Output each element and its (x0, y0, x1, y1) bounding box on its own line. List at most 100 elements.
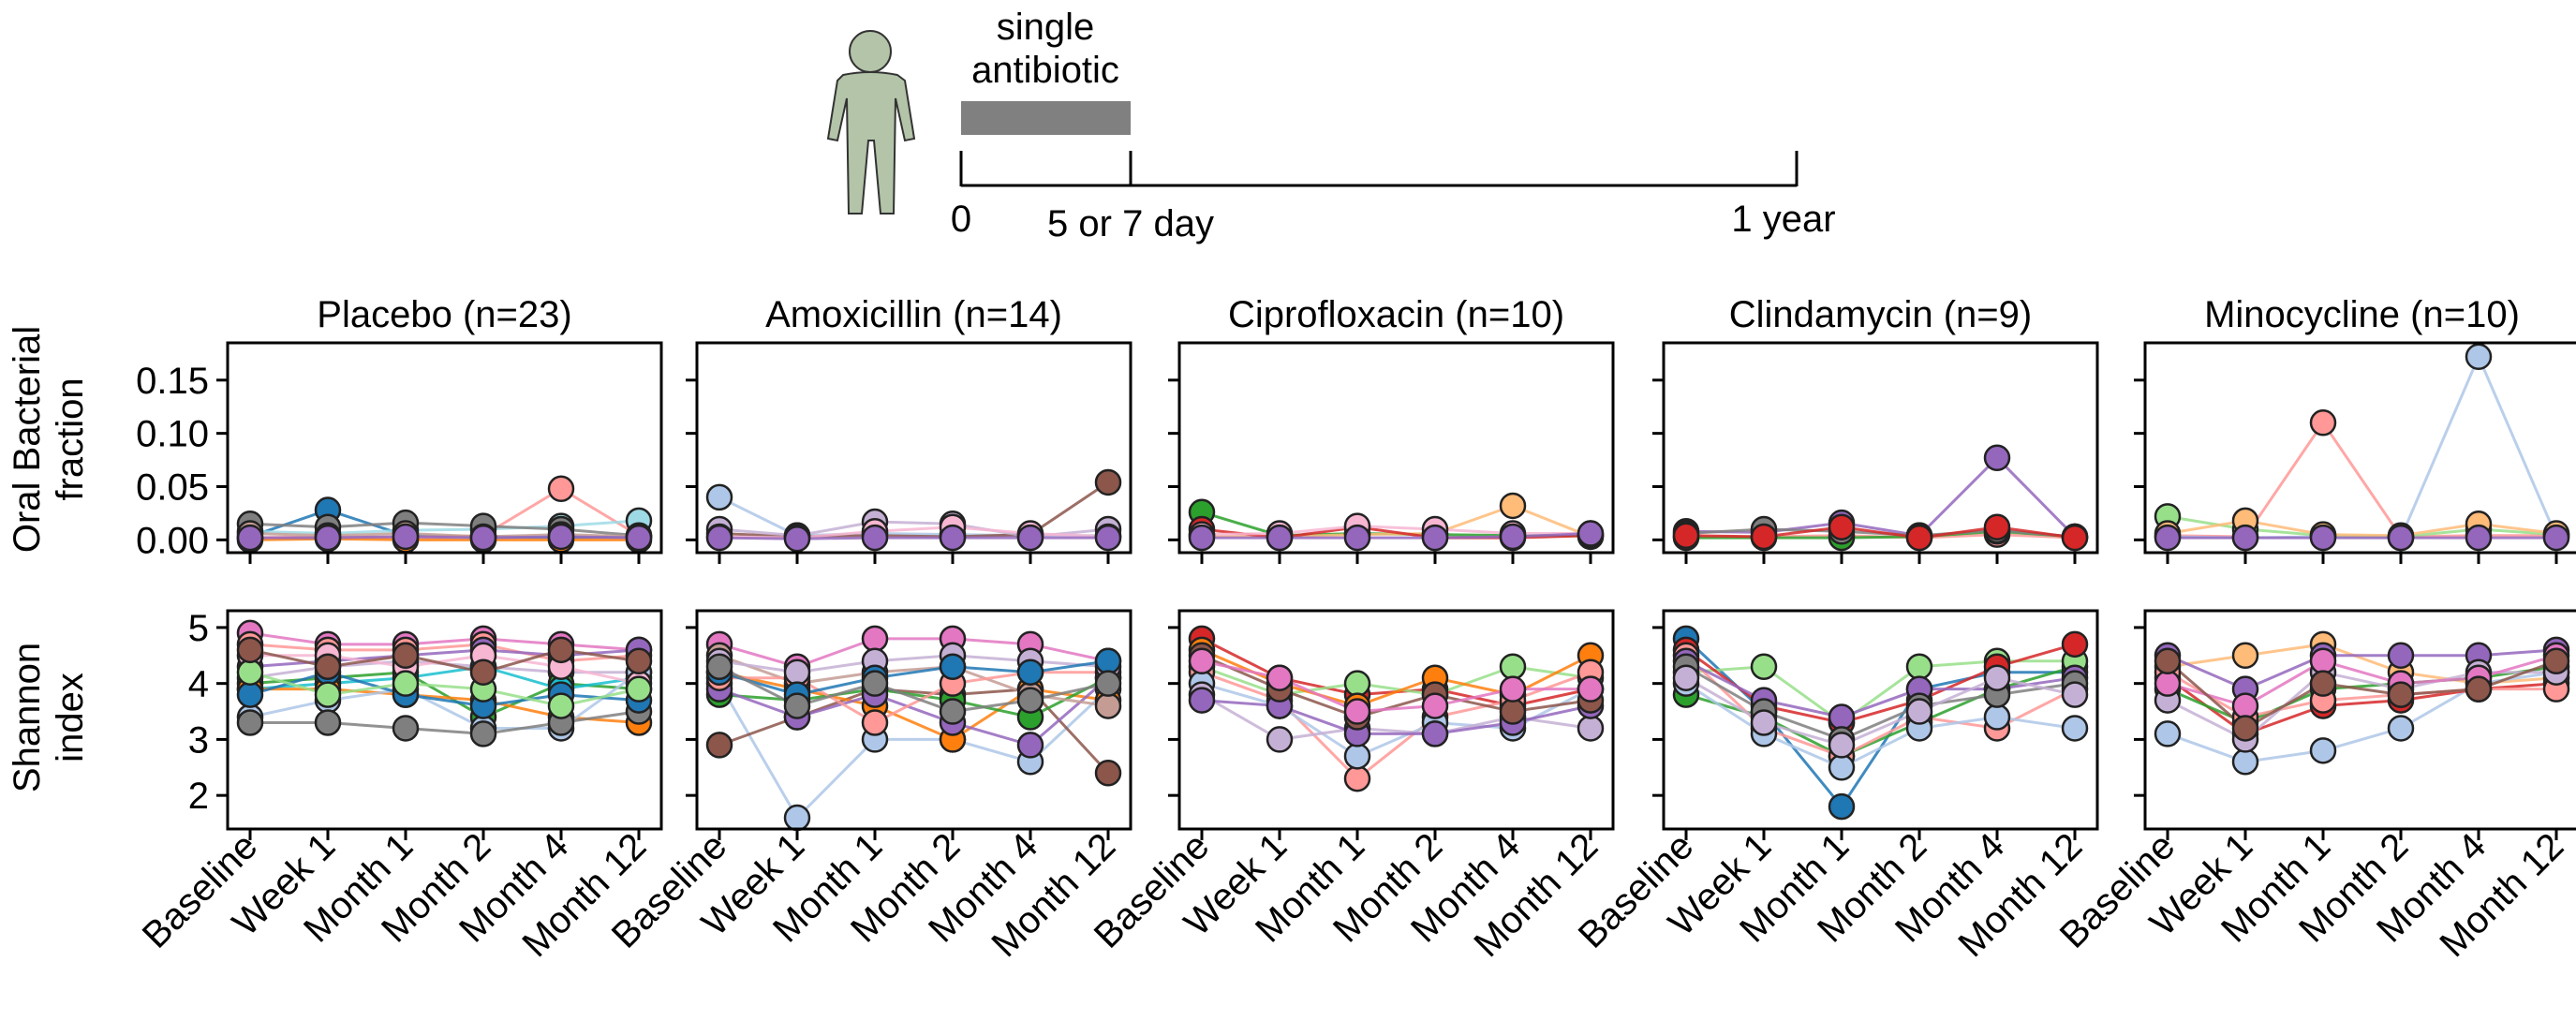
data-point (2154, 720, 2182, 747)
data-point (1577, 520, 1605, 547)
data-point (1188, 647, 1216, 675)
y-tick-label: 5 (188, 608, 209, 649)
data-point (1828, 754, 1856, 781)
data-point (1499, 698, 1527, 725)
data-point (1266, 664, 1294, 691)
data-point (1343, 698, 1371, 725)
data-point (469, 720, 497, 747)
data-point (1094, 760, 1122, 787)
data-point (783, 692, 811, 719)
data-point (2542, 524, 2570, 552)
series-line (2167, 643, 2557, 686)
data-point (2387, 715, 2415, 742)
series-line (1201, 648, 1591, 708)
data-point (2465, 524, 2493, 552)
data-point (1499, 492, 1527, 520)
data-point (1266, 524, 1294, 552)
oral-fraction-plot (1168, 341, 1615, 564)
plot-frame (695, 341, 1133, 555)
data-point (861, 625, 889, 653)
bar-label-line1: single (997, 7, 1095, 48)
series-line (2167, 420, 2556, 539)
plot-frame (226, 341, 663, 555)
data-point (1094, 692, 1122, 719)
y-tick-label: 4 (188, 664, 209, 705)
plot-frame (1177, 609, 1615, 831)
data-point (2231, 524, 2259, 552)
data-point (1094, 468, 1122, 496)
ylabel-shannon-line1: Shannon (7, 643, 48, 792)
data-point (1750, 523, 1778, 551)
data-point (1577, 675, 1605, 703)
data-point (2309, 524, 2337, 552)
data-point (783, 804, 811, 832)
data-point (1188, 687, 1216, 714)
y-tick-label: 0.10 (136, 414, 209, 455)
data-point (2061, 715, 2089, 742)
data-point (236, 709, 264, 736)
data-point (314, 709, 342, 736)
data-point (1828, 703, 1856, 731)
data-point (1343, 524, 1371, 552)
data-point (236, 658, 264, 686)
timeline-schematic: single antibiotic 0 5 or 7 day 1 year (826, 7, 1836, 244)
data-point (1094, 647, 1122, 675)
y-tick-label: 3 (188, 719, 209, 761)
ylabel-oral-line2: fraction (50, 377, 91, 500)
series-line (718, 682, 1110, 821)
data-point (236, 681, 264, 708)
data-point (625, 647, 653, 675)
data-point (1983, 444, 2011, 472)
ylabel-shannon-line2: index (50, 673, 91, 762)
data-point (392, 715, 420, 742)
data-point (1905, 653, 1933, 680)
data-point (783, 658, 811, 686)
data-point (1672, 664, 1700, 691)
data-point (861, 524, 889, 552)
data-point (1188, 524, 1216, 552)
series-line (1684, 654, 2076, 758)
plot-frame (1177, 341, 1615, 555)
plot-frame (1662, 341, 2099, 555)
ylabel-oral-line1: Oral Bacterial (7, 326, 48, 553)
data-point (392, 523, 420, 551)
data-point (392, 642, 420, 670)
data-point (2231, 715, 2259, 742)
data-point (705, 483, 733, 511)
data-point (1905, 524, 1933, 552)
data-point (469, 524, 497, 552)
data-point (2309, 670, 2337, 697)
person-icon (826, 30, 916, 215)
row-label-shannon: Shannon index (7, 643, 91, 792)
panel-title: Minocycline (n=10) (2204, 294, 2520, 335)
data-point (2465, 675, 2493, 703)
data-point (2387, 681, 2415, 708)
data-point (1672, 522, 1700, 550)
plot-frame (2143, 341, 2576, 555)
data-point (2061, 630, 2089, 658)
data-point (1905, 698, 1933, 725)
data-point (939, 698, 967, 725)
data-point (314, 524, 342, 552)
oral-fraction-plot (686, 341, 1133, 564)
data-point (2465, 343, 2493, 371)
shannon-plot (686, 609, 1133, 840)
antibiotic-bar (961, 101, 1131, 135)
plot-frame (695, 609, 1133, 831)
data-point (783, 525, 811, 553)
data-point (2154, 647, 2182, 675)
oral-fraction-plot: 0.00 0.05 0.10 0.15 (136, 341, 663, 564)
series-line (250, 535, 640, 540)
data-point (1343, 743, 1371, 770)
data-point (2387, 524, 2415, 552)
data-point (1499, 675, 1527, 703)
data-point (1343, 670, 1371, 697)
panel-title: Ciprofloxacin (n=10) (1228, 294, 1564, 335)
data-point (2231, 748, 2259, 776)
data-point (625, 675, 653, 703)
data-point (1499, 523, 1527, 551)
data-point (547, 636, 575, 664)
